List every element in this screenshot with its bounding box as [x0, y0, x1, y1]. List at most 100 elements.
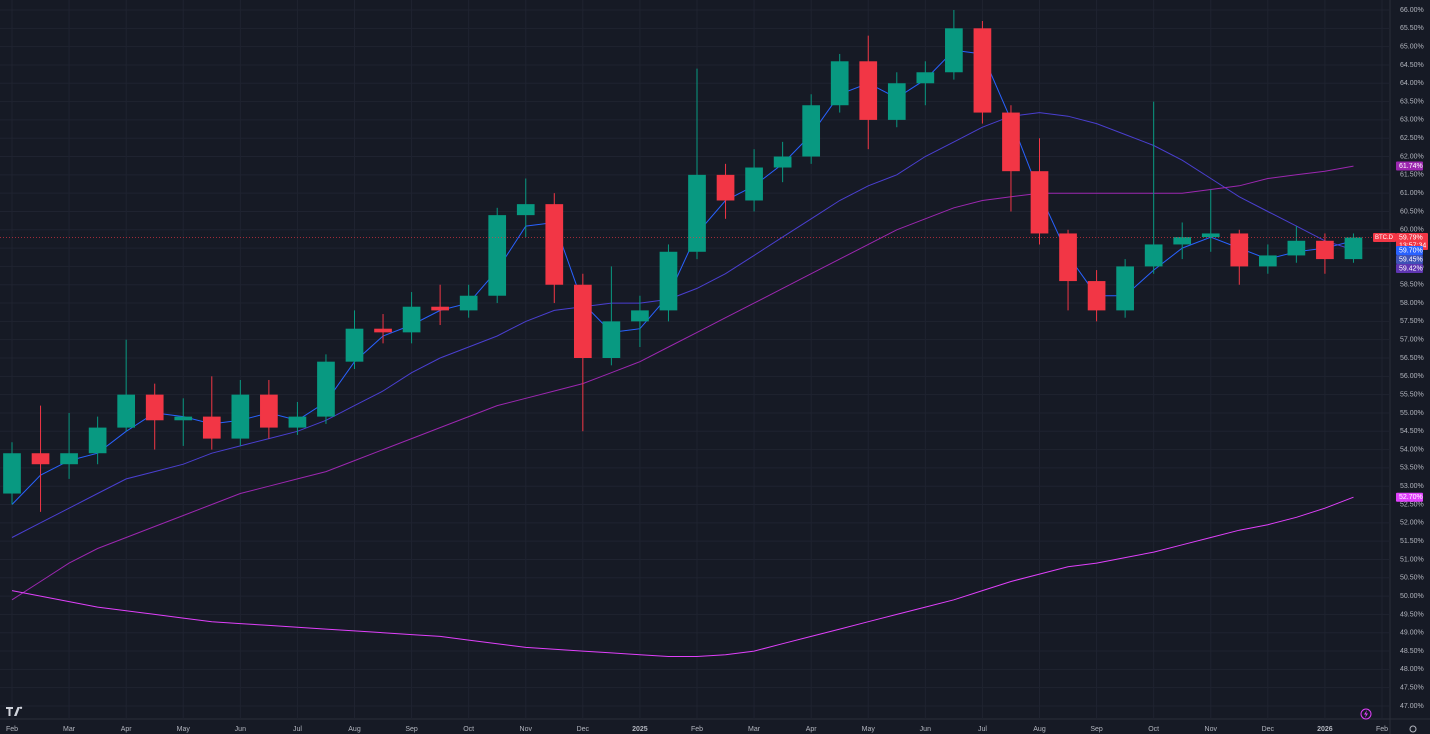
candle-body [260, 394, 278, 428]
y-tick-label: 51.00% [1400, 556, 1424, 563]
price-tag [1396, 254, 1423, 264]
axes: 47.00% 47.50% 48.00% 48.50% 49.00% 49.50% 50.0… [0, 7, 1428, 733]
candle-body [1258, 255, 1277, 267]
moving-average-line [11, 112, 1354, 538]
candle-body [317, 361, 335, 417]
candle-body [945, 28, 963, 73]
candle-body [1087, 281, 1106, 311]
candle-body [859, 61, 878, 120]
x-tick-label: Dec [1262, 726, 1275, 733]
x-tick-label: Nov [520, 726, 533, 733]
y-tick-label: 47.50% [1400, 685, 1424, 692]
last-price-tag [1396, 232, 1428, 250]
candle-body [573, 284, 592, 358]
x-tick-label: Sep [1090, 726, 1103, 733]
y-tick-label: 58.00% [1400, 300, 1424, 307]
x-tick-label: Jul [293, 726, 302, 733]
price-tag [1396, 492, 1423, 502]
x-tick-label: Oct [463, 726, 474, 733]
candle-body [1230, 233, 1249, 267]
x-tick-label: Aug [1033, 726, 1046, 733]
candle-body [887, 83, 906, 120]
candle-body [916, 72, 935, 84]
tradingview-logo [6, 706, 23, 716]
candle-body [773, 156, 792, 168]
candle-body [745, 167, 763, 201]
y-tick-label: 55.50% [1400, 391, 1424, 398]
settings-button[interactable] [1409, 725, 1417, 733]
candle-body [488, 215, 507, 296]
y-tick-label: 53.00% [1400, 483, 1424, 490]
candle-body [145, 394, 164, 421]
x-tick-label: Mar [63, 726, 76, 733]
x-tick-label: Mar [748, 726, 761, 733]
candle-body [1030, 171, 1049, 234]
x-tick-label: Nov [1205, 726, 1218, 733]
candle-body [202, 416, 221, 439]
candle-body [374, 328, 392, 333]
y-tick-label: 50.50% [1400, 575, 1424, 582]
candle-body [1002, 112, 1020, 172]
x-tick-label: Apr [121, 726, 133, 733]
moving-average-line [11, 165, 1354, 601]
price-tag-label: 59.70% [1399, 247, 1423, 254]
y-tick-label: 61.50% [1400, 172, 1424, 179]
price-tag-label: 59.45% [1399, 256, 1423, 263]
price-tag [1396, 245, 1423, 255]
x-tick-label: Dec [577, 726, 590, 733]
candle-body [802, 105, 821, 157]
candle-body [288, 416, 307, 428]
y-tick-label: 51.50% [1400, 538, 1424, 545]
logo [6, 706, 23, 716]
y-tick-label: 60.50% [1400, 208, 1424, 215]
y-tick-label: 63.00% [1400, 117, 1424, 124]
y-tick-label: 53.50% [1400, 465, 1424, 472]
candle-body [1287, 240, 1306, 256]
y-tick-label: 65.50% [1400, 25, 1424, 32]
y-tick-label: 56.00% [1400, 373, 1424, 380]
price-tag-label: 52.70% [1399, 494, 1423, 501]
lightning-button[interactable] [1360, 708, 1372, 720]
y-tick-label: 62.50% [1400, 135, 1424, 142]
y-tick-label: 49.00% [1400, 630, 1424, 637]
candle-body [88, 427, 107, 454]
candle-body [688, 174, 706, 252]
candle-body [659, 251, 678, 311]
y-tick-label: 54.50% [1400, 428, 1424, 435]
x-tick-label: May [177, 726, 191, 733]
x-tick-label: Jul [978, 726, 987, 733]
x-tick-label: Sep [405, 726, 418, 733]
y-tick-label: 62.00% [1400, 153, 1424, 160]
price-tag [1396, 263, 1423, 273]
y-tick-label: 60.00% [1400, 227, 1424, 234]
x-tick-label: 2026 [1317, 726, 1333, 733]
lightning-icon [1364, 710, 1368, 718]
y-tick-label: 63.50% [1400, 98, 1424, 105]
candle-body [545, 204, 564, 285]
countdown-label: 13:57:34 [1399, 242, 1426, 249]
candle-body [31, 453, 50, 465]
y-tick-label: 64.50% [1400, 62, 1424, 69]
plot [3, 10, 1363, 657]
x-tick-label: Apr [806, 726, 818, 733]
y-tick-label: 54.00% [1400, 446, 1424, 453]
candle-body [3, 453, 21, 494]
y-tick-label: 56.50% [1400, 355, 1424, 362]
y-tick-label: 48.50% [1400, 648, 1424, 655]
x-tick-label: Oct [1148, 726, 1159, 733]
candle-body [1144, 244, 1163, 267]
x-tick-label: May [862, 726, 876, 733]
candle-body [973, 28, 992, 113]
x-tick-label: 2025 [632, 726, 648, 733]
candle-body [1201, 233, 1220, 238]
candle-body [1316, 240, 1334, 260]
x-tick-label: Feb [6, 726, 18, 733]
price-tag-label: 59.42% [1399, 265, 1423, 272]
candle-body [602, 321, 621, 358]
x-tick-label: Feb [1376, 726, 1388, 733]
candle-body [174, 416, 193, 421]
y-tick-label: 52.00% [1400, 520, 1424, 527]
